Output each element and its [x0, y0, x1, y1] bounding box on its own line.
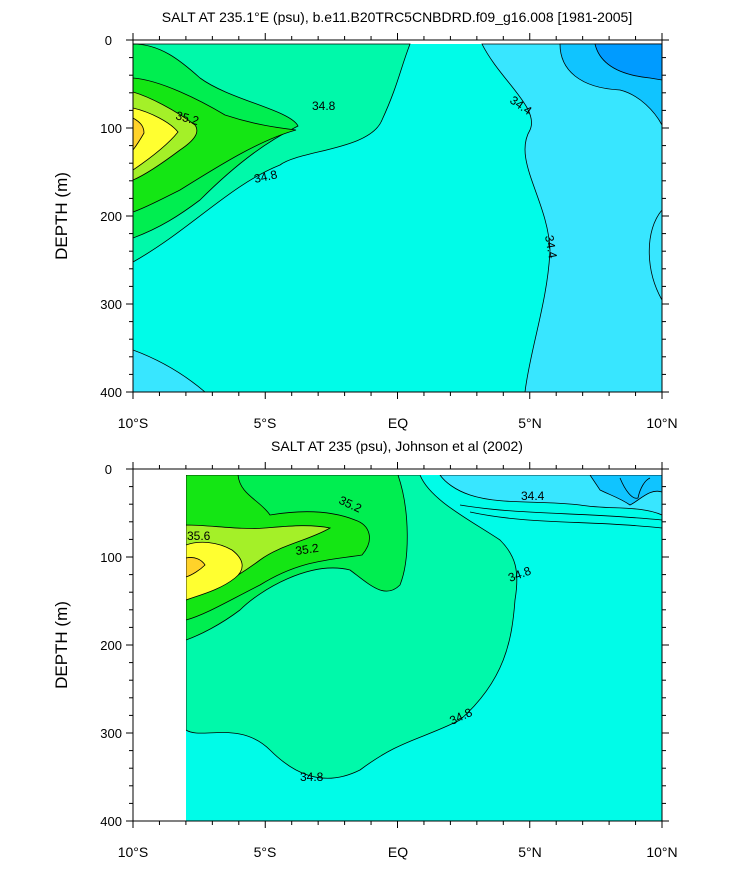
panel-1-ytick-labels: 0 100 200 300 400 — [100, 33, 122, 400]
xtick-label: EQ — [388, 844, 408, 860]
panel-2-axes — [126, 462, 669, 828]
contour-label: 35.6 — [187, 529, 211, 543]
ytick-label: 400 — [100, 814, 122, 829]
contour-label: 34.8 — [312, 99, 336, 113]
ytick-label: 200 — [100, 638, 122, 653]
ytick-label: 300 — [100, 726, 122, 741]
panel-1-contour-field — [133, 40, 662, 392]
panel-1-ylabel: DEPTH (m) — [52, 172, 71, 260]
ytick-label: 100 — [100, 121, 122, 136]
ytick-label: 200 — [100, 209, 122, 224]
panel-2-xtick-labels: 10°S 5°S EQ 5°N 10°N — [118, 844, 678, 860]
panel-1-axes — [126, 33, 669, 399]
contour-label: 34.4 — [521, 489, 545, 503]
contour-label: 35.2 — [294, 541, 319, 558]
ytick-label: 300 — [100, 297, 122, 312]
contour-label: 35.2 — [174, 108, 200, 128]
panel-2-contour-field — [186, 475, 662, 821]
ytick-label: 400 — [100, 385, 122, 400]
ytick-label: 0 — [105, 33, 112, 48]
panel-2-ylabel: DEPTH (m) — [52, 601, 71, 689]
xtick-label: 5°N — [518, 844, 542, 860]
ytick-label: 100 — [100, 550, 122, 565]
xtick-label: 10°N — [646, 415, 677, 431]
xtick-label: 10°S — [118, 415, 149, 431]
panel-1-title: SALT AT 235.1°E (psu), b.e11.B20TRC5CNBD… — [162, 9, 632, 25]
contour-label: 34.8 — [253, 167, 279, 186]
contour-label: 34.8 — [300, 770, 324, 784]
xtick-label: 5°S — [254, 844, 277, 860]
panel-2-title: SALT AT 235 (psu), Johnson et al (2002) — [271, 438, 523, 454]
panel-1-xtick-labels: 10°S 5°S EQ 5°N 10°N — [118, 415, 678, 431]
panel-2-ytick-labels: 0 100 200 300 400 — [100, 462, 122, 829]
xtick-label: 5°N — [518, 415, 542, 431]
xtick-label: 10°N — [646, 844, 677, 860]
xtick-label: 5°S — [254, 415, 277, 431]
xtick-label: 10°S — [118, 844, 149, 860]
panel-observed: SALT AT 235 (psu), Johnson et al (2002) — [52, 438, 678, 860]
ytick-label: 0 — [105, 462, 112, 477]
contour-label: 34.4 — [542, 234, 560, 260]
xtick-label: EQ — [388, 415, 408, 431]
panel-model: SALT AT 235.1°E (psu), b.e11.B20TRC5CNBD… — [52, 9, 678, 431]
